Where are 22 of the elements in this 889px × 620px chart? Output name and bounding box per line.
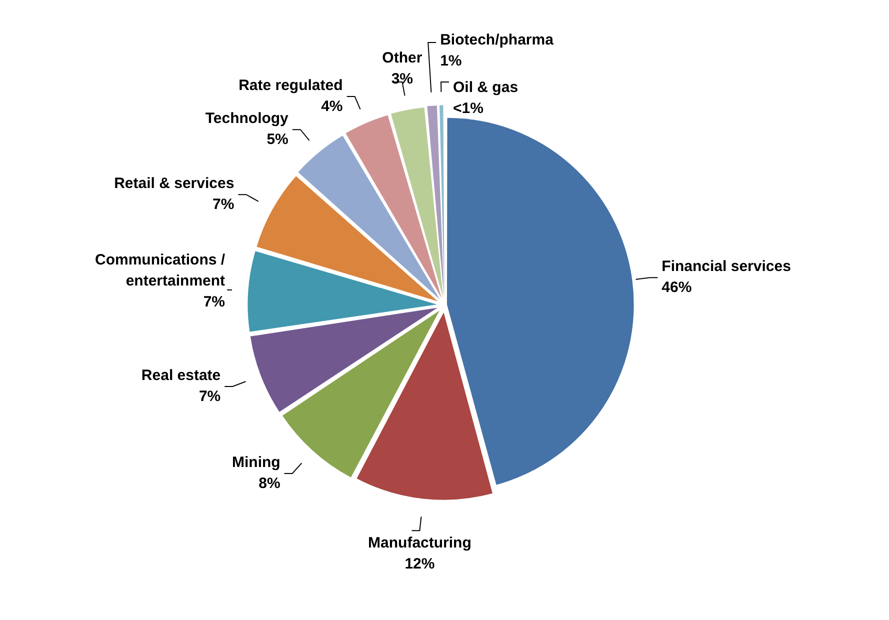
- data-label: 7%: [203, 294, 226, 311]
- slice-label: Rate regulated: [238, 77, 343, 94]
- slice-label: Retail & services: [114, 175, 234, 192]
- slice-label: Real estate: [141, 367, 221, 384]
- slice-label: Technology: [205, 110, 290, 128]
- slice-label: Communications / entertainment: [95, 252, 226, 290]
- data-label: 46%: [662, 279, 692, 296]
- data-label: 7%: [212, 196, 234, 214]
- slice-label: Other: [382, 50, 422, 67]
- data-label: 12%: [404, 555, 435, 572]
- slice-label: Biotech/pharma: [440, 32, 554, 49]
- data-label: 7%: [198, 388, 221, 406]
- data-label: 3%: [391, 70, 414, 88]
- slice-label: Oil & gas: [453, 79, 518, 96]
- slice-label: Financial services: [662, 258, 791, 276]
- data-label: 8%: [258, 475, 280, 492]
- data-label: 1%: [440, 52, 462, 70]
- data-label: 5%: [266, 131, 288, 148]
- slice-label: Mining: [232, 454, 280, 472]
- data-label: <1%: [453, 100, 484, 118]
- data-label: 4%: [321, 98, 343, 116]
- slice-label: Manufacturing: [368, 534, 472, 552]
